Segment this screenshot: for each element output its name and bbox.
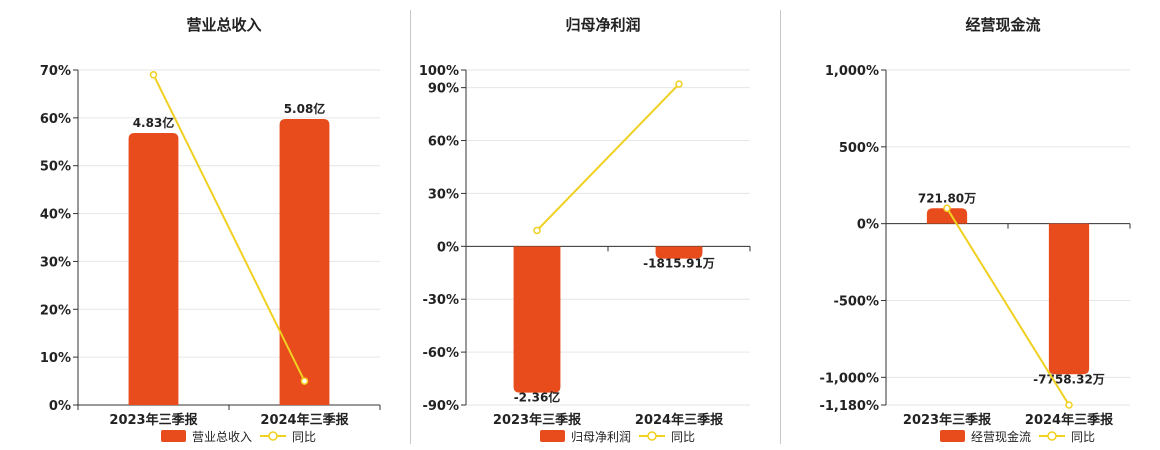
bar [279, 118, 330, 406]
y-tick-label: 10% [40, 351, 71, 366]
bar [926, 208, 968, 224]
legend-label: 同比 [292, 430, 316, 444]
line-point [149, 71, 158, 79]
chart-2: 归母净利润 -90% -60% -30% 0% 30% 60% 90% 100% 2023年三季报… [419, 16, 751, 444]
chart-1: 营业总收入 0% 10% 20% 30% 40% 50% 60% 70% 2023年三季报 2024… [40, 16, 381, 444]
y-tick-label: 0% [437, 240, 459, 255]
line-point [533, 226, 541, 235]
data-label: 4.83亿 [133, 115, 175, 130]
panel-divider-1 [410, 10, 411, 444]
x-tick-label: 2023年三季报 [493, 412, 582, 428]
chart-3: 经营现金流 -1,180% -1,000% -500% 0% 500% 1,000% 2023… [819, 16, 1131, 444]
data-label: 5.08亿 [284, 101, 326, 116]
y-tick-label: -30% [422, 293, 459, 308]
y-tick-label: -500% [833, 295, 879, 310]
y-tick-label: 50% [40, 160, 71, 175]
y-tick-label: -90% [422, 399, 459, 414]
y-tick-label: 0% [857, 218, 879, 233]
line-point [300, 377, 309, 385]
chart-title: 经营现金流 [965, 16, 1040, 34]
line-series [152, 74, 306, 382]
y-tick-label: 90% [428, 82, 459, 97]
x-tick-label: 2023年三季报 [109, 412, 198, 428]
legend-label: 营业总收入 [192, 430, 252, 444]
y-tick-label: 30% [40, 255, 71, 270]
legend-label: 经营现金流 [971, 429, 1031, 444]
bar [128, 133, 179, 405]
legend-marker [647, 431, 657, 441]
chart-title: 归母净利润 [565, 16, 640, 34]
y-tick-label: 70% [40, 64, 71, 79]
data-label: -1815.91万 [643, 257, 715, 271]
line-point [675, 80, 683, 88]
y-tick-label: -1,180% [819, 399, 879, 414]
data-label: -2.36亿 [514, 390, 561, 405]
y-tick-label: 1,000% [825, 64, 879, 79]
legend-label: 同比 [671, 430, 695, 444]
y-tick-label: -1,000% [819, 371, 879, 386]
data-label: 721.80万 [918, 191, 976, 205]
y-tick-label: 30% [428, 187, 459, 202]
y-tick-label: 60% [428, 135, 459, 150]
bar [1048, 223, 1090, 375]
x-tick-label: 2023年三季报 [903, 412, 992, 428]
line-series [946, 207, 1070, 406]
x-tick-label: 2024年三季报 [1025, 412, 1114, 428]
legend-marker [1047, 431, 1057, 441]
chart-title: 营业总收入 [186, 16, 261, 34]
legend-label: 同比 [1071, 430, 1095, 444]
y-tick-label: 500% [839, 141, 879, 156]
data-label: -7758.32万 [1033, 372, 1105, 386]
line-point [943, 204, 951, 213]
line-point [1065, 401, 1073, 409]
line-series [536, 83, 680, 232]
legend-marker [268, 431, 278, 441]
panel-divider-2 [780, 10, 781, 444]
legend-swatch-bar [540, 430, 565, 442]
y-tick-label: -60% [422, 346, 459, 361]
legend-swatch-bar [161, 430, 186, 442]
y-tick-label: 0% [49, 399, 71, 414]
legend-label: 归母净利润 [571, 430, 631, 444]
legend-swatch-bar [940, 430, 965, 442]
x-tick-label: 2024年三季报 [635, 412, 724, 428]
y-tick-label: 40% [40, 208, 71, 223]
y-tick-label: 60% [40, 112, 71, 127]
x-tick-label: 2024年三季报 [260, 412, 349, 428]
y-tick-label: 100% [419, 64, 459, 79]
y-tick-label: 20% [40, 303, 71, 318]
bar [655, 246, 703, 259]
bar [513, 246, 561, 393]
